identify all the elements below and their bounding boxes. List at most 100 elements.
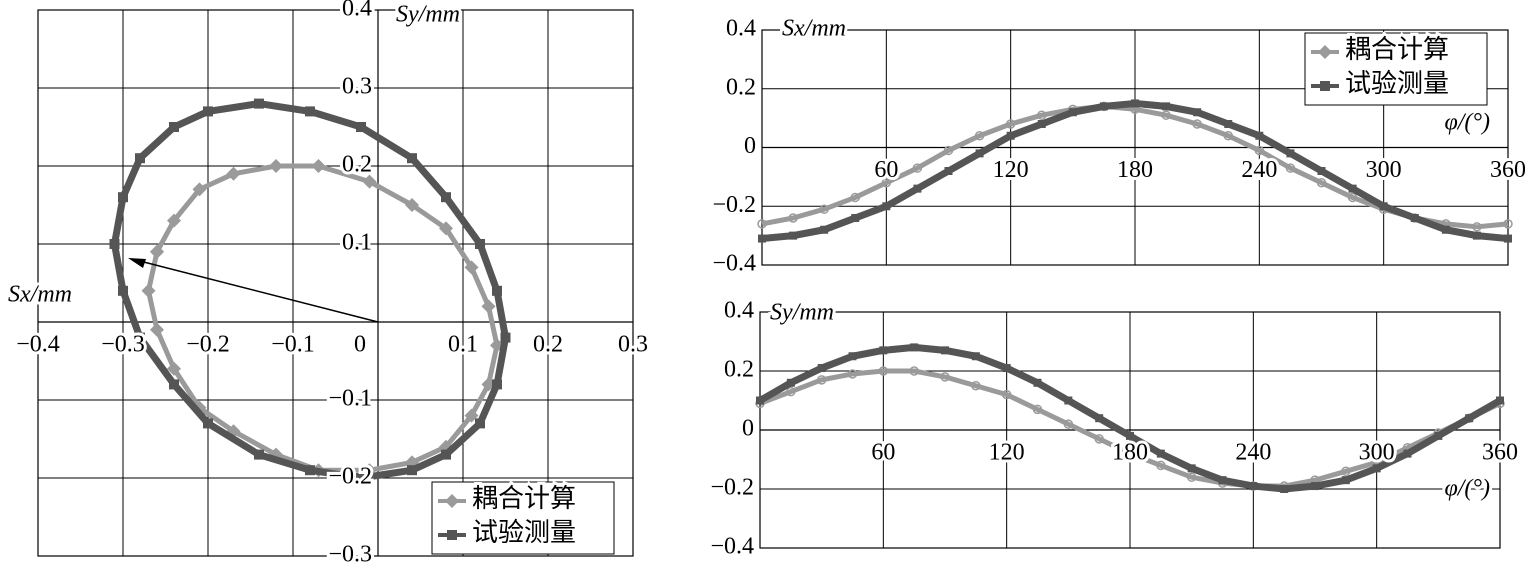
chart: 60 120 180 240 300 360 −0.4 −0.2 0 0.2 0.4 Sx/mm φ/(… [709,13,1525,280]
legend-label: 耦合计算 [1345,35,1449,64]
x-tick-label: 60 [871,440,895,466]
point [788,213,798,223]
x-axis-label: Sx/mm [8,282,72,308]
point [269,159,283,173]
y-tick-label: −0.2 [328,464,372,490]
point [1037,110,1047,120]
point [1347,192,1358,203]
x-tick-label: 360 [1482,440,1518,466]
x-tick-label: 180 [1112,440,1148,466]
y-tick-label: −0.1 [328,386,372,412]
point [789,231,798,240]
point [167,213,181,228]
x-tick-label: 120 [989,440,1025,466]
point [118,285,128,296]
point [1372,464,1381,473]
point [441,449,451,460]
point [203,418,213,429]
point [1063,419,1074,429]
point [481,299,496,314]
point [850,192,860,203]
point [475,418,485,429]
point [1001,389,1012,400]
point [1286,149,1295,158]
point [356,473,366,483]
y-tick-label: −0.2 [712,192,756,218]
chart: 60 120 180 240 300 360 −0.4 −0.2 0 0.2 0.4 Sy/mm φ/(… [707,295,1521,563]
point [492,285,502,296]
y-tick-label: 0.4 [726,16,756,42]
point [1316,178,1327,188]
x-axis-label: φ/(°) [1444,110,1490,136]
x-tick-label: 360 [1490,157,1525,183]
point [1285,163,1296,173]
point [135,153,145,164]
point [909,366,919,376]
point [167,361,181,376]
x-tick-label: −0.3 [101,332,145,358]
point [1503,219,1513,229]
point [1064,396,1073,405]
legend-label: 耦合计算 [472,484,576,513]
point [848,352,857,361]
point [975,149,984,158]
point [1311,482,1319,491]
y-tick-label: 0.1 [342,230,372,256]
point [1504,234,1512,243]
point [1280,485,1289,493]
point [1161,110,1171,120]
point [169,122,179,132]
point [1341,466,1351,477]
point [407,153,417,164]
x-tick-label: 0 [354,332,366,358]
point [816,375,827,385]
point [786,386,796,397]
y-axis-label: Sy/mm [770,300,834,326]
point [1410,214,1419,222]
vector-arrow [128,258,379,323]
point [1006,131,1015,140]
point [1348,184,1357,193]
y-axis-label: Sx/mm [782,16,846,42]
legend-box [1304,32,1488,106]
point [910,343,919,352]
point [1254,145,1265,156]
point [1002,364,1011,373]
point [1187,464,1196,473]
point [1472,231,1481,240]
legend-label: 试验测量 [472,518,576,547]
point [1192,119,1202,129]
point [311,159,326,173]
legend-marker [447,530,457,540]
point [1186,472,1197,482]
point [109,239,120,249]
arrow-line [131,258,379,323]
point [912,163,923,173]
point [475,239,485,249]
point [464,260,479,275]
point [943,145,954,156]
point [1465,414,1474,423]
point [941,346,949,355]
point [356,122,366,132]
x-axis-label: φ/(°) [1444,476,1490,502]
point [192,182,207,197]
y-tick-label: −0.2 [710,475,754,501]
point [1434,431,1443,440]
point [786,378,795,387]
point [407,465,417,476]
point [757,219,767,229]
point [1032,404,1043,415]
point [971,352,980,361]
point [1379,202,1388,211]
point [1068,108,1077,117]
chart: −0.4 −0.3 −0.2 −0.1 0 0.1 0.2 0.3 −0.3 −0.2 −0.1 0.… [5,0,651,565]
point [1249,482,1258,491]
point [441,192,451,203]
point [305,465,315,476]
point [913,184,922,193]
point [820,225,829,234]
point [169,379,179,390]
point [758,234,766,243]
